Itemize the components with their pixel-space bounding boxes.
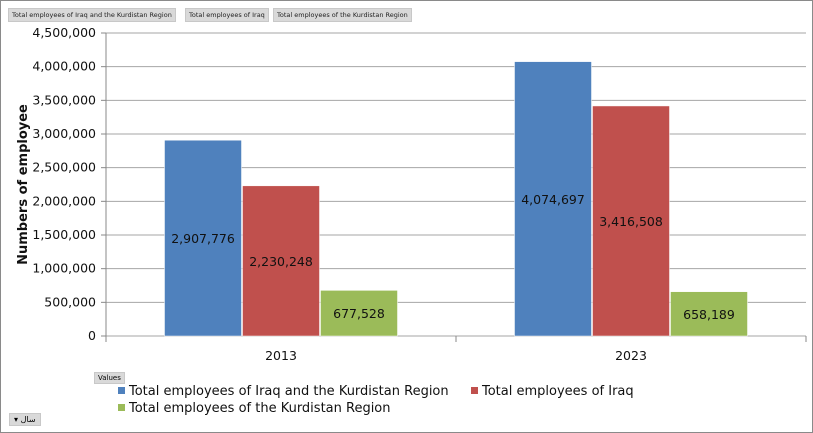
year-filter-label: سال: [20, 415, 36, 424]
field-button-kurdistan[interactable]: Total employees of the Kurdistan Region: [273, 8, 412, 22]
values-field-button[interactable]: Values: [94, 372, 125, 384]
y-tick-label: 4,000,000: [32, 59, 96, 74]
year-filter-button[interactable]: ▾ سال: [9, 413, 41, 426]
y-tick-label: 3,500,000: [32, 92, 96, 107]
data-label: 3,416,508: [599, 214, 663, 229]
legend-item-kurdistan: Total employees of the Kurdistan Region: [118, 401, 391, 416]
bar-2013: [164, 139, 242, 337]
field-button-iraq-and-kurdistan[interactable]: Total employees of Iraq and the Kurdista…: [8, 8, 176, 22]
legend-label: Total employees of the Kurdistan Region: [129, 401, 391, 416]
field-button-iraq[interactable]: Total employees of Iraq: [185, 8, 269, 22]
data-label: 658,189: [683, 307, 735, 322]
legend-item-iraq-and-kurdistan: Total employees of Iraq and the Kurdista…: [118, 384, 449, 399]
y-tick-label: 500,000: [44, 294, 96, 309]
x-tick-label: 2023: [615, 348, 647, 363]
legend-label: Total employees of Iraq: [482, 384, 634, 399]
dropdown-arrow-icon: ▾: [14, 415, 19, 424]
y-tick-label: 2,500,000: [32, 160, 96, 175]
y-tick-label: 2,000,000: [32, 193, 96, 208]
bar-2023: [670, 291, 748, 337]
y-tick-label: 4,500,000: [32, 25, 96, 40]
y-tick-label: 1,000,000: [32, 261, 96, 276]
data-label: 2,907,776: [171, 231, 235, 246]
x-tick-label: 2013: [265, 348, 297, 363]
bar-2023: [592, 105, 670, 337]
legend-swatch: [471, 387, 478, 394]
y-tick-label: 0: [88, 328, 96, 343]
y-tick-label: 3,000,000: [32, 126, 96, 141]
bar-2023: [514, 61, 592, 337]
bar-2013: [242, 185, 320, 337]
bar-chart: 0 500,000 1,000,000 1,500,000 2,000,000 2,500…: [16, 25, 807, 363]
bar-2013: [320, 290, 398, 337]
data-label: 4,074,697: [521, 192, 585, 207]
legend-swatch: [118, 387, 125, 394]
data-label: 677,528: [333, 306, 385, 321]
y-tick-label: 1,500,000: [32, 227, 96, 242]
data-label: 2,230,248: [249, 254, 313, 269]
legend-swatch: [118, 404, 125, 411]
legend-item-iraq: Total employees of Iraq: [471, 384, 634, 399]
y-axis-title: Numbers of employee: [16, 104, 31, 265]
legend-label: Total employees of Iraq and the Kurdista…: [129, 384, 449, 399]
